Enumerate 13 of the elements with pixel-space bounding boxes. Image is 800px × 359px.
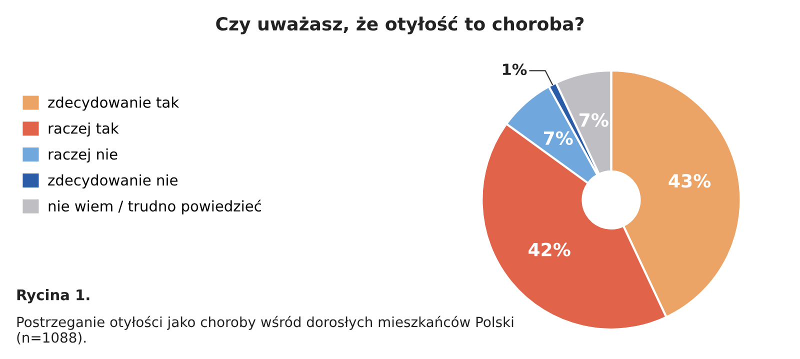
legend-label: raczej nie [48,148,118,163]
data-label: 7% [580,113,608,127]
data-label: 7% [544,131,573,145]
text: Rycina 1. [17,289,90,304]
legend-label: nie wiem / trudno powiedzieć [48,200,261,214]
chart-title: Czy uważasz, że otyłość to choroba? [216,16,584,34]
text: Postrzeganie otyłości jako choroby wśród dorosłych mieszkańców Polski (n=1088). [17,316,514,344]
legend-label: zdecydowanie tak [48,96,180,111]
legend-label: zdecydowanie nie [48,174,178,188]
data-label: 43% [668,174,711,188]
data-label: 1% [502,64,527,76]
legend-label: raczej tak [48,122,119,137]
data-label: 42% [528,242,570,256]
